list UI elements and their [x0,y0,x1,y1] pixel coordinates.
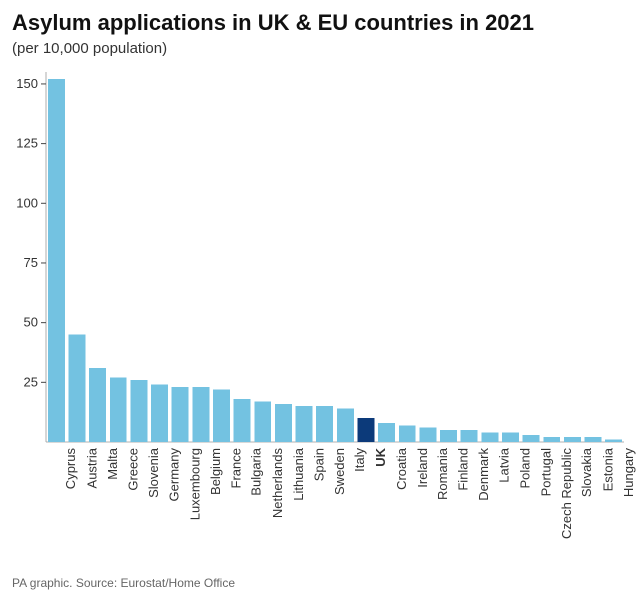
bar [419,428,436,442]
bar [234,399,251,442]
y-tick-label: 75 [24,255,38,270]
bar [564,437,581,442]
bar [296,406,313,442]
bar [337,409,354,442]
bar [275,404,292,442]
bar [399,425,416,442]
x-category-label: Romania [435,448,450,500]
y-tick-label: 100 [16,195,38,210]
x-category-label: Italy [352,448,367,472]
x-category-label: Estonia [600,448,615,491]
bar [48,79,65,442]
plot-area: 255075100125150 [46,72,624,442]
x-category-label: UK [373,448,388,467]
bar [213,389,230,442]
bar [543,437,560,442]
y-tick-label: 150 [16,76,38,91]
x-category-label: Czech Republic [559,448,574,539]
bar [130,380,147,442]
bar [523,435,540,442]
chart-container: Asylum applications in UK & EU countries… [0,0,640,602]
x-category-label: France [228,448,243,488]
bar [481,432,498,442]
bar-chart-svg: 255075100125150 [46,72,624,442]
x-category-label: Malta [105,448,120,480]
x-category-label: Denmark [476,448,491,501]
bar [316,406,333,442]
bar [254,401,271,442]
bar [378,423,395,442]
y-tick-label: 125 [16,136,38,151]
y-tick-label: 50 [24,315,38,330]
x-category-label: Finland [456,448,471,491]
x-category-label: Spain [311,448,326,481]
chart-source: PA graphic. Source: Eurostat/Home Office [12,576,235,590]
x-axis-labels: Cyprus Austria Malta Greece Slovenia Germany L… [46,448,624,588]
bar [110,378,127,442]
bar [502,432,519,442]
x-category-label: Lithuania [290,448,305,501]
x-category-label: Austria [84,448,99,488]
x-category-label: Ireland [414,448,429,488]
bar [69,335,86,442]
bar [585,437,602,442]
chart-title: Asylum applications in UK & EU countries… [12,10,534,36]
bar [89,368,106,442]
bar [192,387,209,442]
x-category-label: Luxembourg [187,448,202,520]
x-category-label: Sweden [332,448,347,495]
x-category-label: Slovenia [146,448,161,498]
bar [461,430,478,442]
bar [172,387,189,442]
bar [440,430,457,442]
x-category-label: Germany [167,448,182,501]
x-category-label: Hungary [621,448,636,497]
bar [605,440,622,442]
chart-subtitle: (per 10,000 population) [12,40,167,57]
x-category-label: Belgium [208,448,223,495]
x-category-label: Cyprus [63,448,78,489]
x-category-label: Bulgaria [249,448,264,496]
x-category-label: Slovakia [579,448,594,497]
bar [151,385,168,442]
x-category-label: Latvia [497,448,512,483]
x-category-label: Netherlands [270,448,285,518]
x-category-label: Greece [125,448,140,491]
x-category-label: Poland [517,448,532,488]
x-category-label: Croatia [394,448,409,490]
x-category-label: Portugal [538,448,553,496]
bar [358,418,375,442]
y-tick-label: 25 [24,374,38,389]
